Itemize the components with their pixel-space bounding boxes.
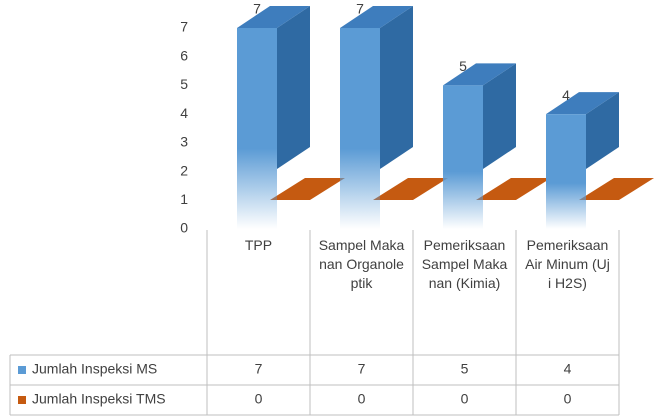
- data-label: 7: [356, 1, 364, 17]
- table-value: 0: [461, 391, 469, 407]
- bar-tms: [476, 178, 551, 200]
- bar-side: [277, 6, 310, 169]
- bar-side: [483, 63, 516, 169]
- y-tick-label: 0: [180, 220, 188, 236]
- bar: [546, 114, 586, 229]
- legend-label: Jumlah Inspeksi TMS: [32, 391, 166, 407]
- legend-key: [18, 366, 26, 374]
- bar: [340, 28, 380, 229]
- data-label: 5: [459, 58, 467, 74]
- table-value: 4: [564, 361, 572, 377]
- data-label: 7: [253, 1, 261, 17]
- x-tick-label: TPP: [244, 237, 273, 253]
- y-tick-label: 1: [180, 191, 188, 207]
- table-value: 0: [358, 391, 366, 407]
- x-tick-label: Pemeriksaan Air Minum (Uji H2S): [525, 237, 610, 291]
- bar-tms: [579, 178, 654, 200]
- y-tick-label: 2: [180, 162, 188, 178]
- y-tick-label: 5: [180, 76, 188, 92]
- y-tick-label: 3: [180, 134, 188, 150]
- y-tick-label: 6: [180, 47, 188, 63]
- table-value: 0: [564, 391, 572, 407]
- bar: [443, 85, 483, 229]
- table-value: 7: [358, 361, 366, 377]
- bar-side: [380, 6, 413, 169]
- bar-side: [586, 92, 619, 169]
- y-tick-label: 7: [180, 19, 188, 35]
- x-tick-label: Sampel Makanan Organoleptik: [318, 237, 405, 291]
- table-value: 5: [461, 361, 469, 377]
- bar-top: [237, 6, 310, 28]
- bar-tms: [270, 178, 345, 200]
- bar-tms: [373, 178, 448, 200]
- bar: [237, 28, 277, 229]
- y-tick-label: 4: [180, 105, 188, 121]
- data-label: 4: [562, 87, 570, 103]
- bar-top: [546, 92, 619, 115]
- legend-key: [18, 396, 26, 404]
- x-tick-label: Pemeriksaan Sampel Makanan (Kimia): [421, 237, 508, 291]
- bar-top: [443, 63, 516, 86]
- table-value: 0: [255, 391, 263, 407]
- table-value: 7: [255, 361, 263, 377]
- legend-label: Jumlah Inspeksi MS: [32, 361, 157, 377]
- bar-top: [340, 6, 413, 28]
